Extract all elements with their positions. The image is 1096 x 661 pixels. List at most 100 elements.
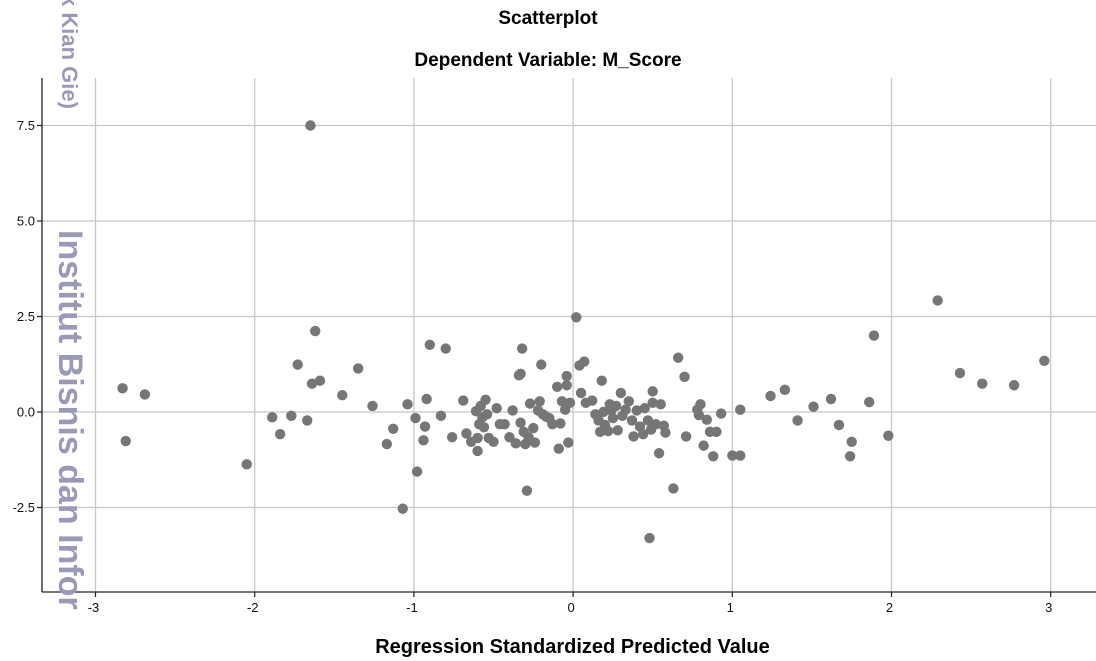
scatter-point — [388, 423, 399, 435]
scatter-point — [610, 400, 622, 412]
scatter-point — [309, 325, 321, 337]
scatter-point — [274, 428, 286, 440]
x-axis-label: Regression Standardized Predicted Value — [375, 636, 770, 658]
scatter-point — [765, 390, 776, 402]
scatter-point — [680, 431, 692, 442]
scatter-point — [421, 393, 432, 405]
x-tick-label: 2 — [886, 600, 893, 615]
chart-title: Scatterplot — [498, 8, 598, 29]
scatter-point — [397, 503, 408, 514]
scatter-point — [515, 417, 526, 428]
scatter-point — [642, 415, 654, 426]
scatter-point — [596, 375, 607, 386]
scatter-point — [418, 435, 429, 446]
scatter-point — [932, 295, 943, 306]
scatter-point — [628, 431, 639, 442]
scatter-point — [623, 396, 635, 407]
scatter-point — [491, 402, 502, 414]
scatter-point — [510, 438, 521, 449]
scatter-point — [419, 421, 431, 432]
scatter-point — [644, 532, 655, 544]
scatter-point — [529, 437, 541, 448]
scatter-point — [639, 402, 650, 414]
scatter-point — [561, 380, 572, 391]
scatter-point — [954, 367, 966, 379]
scatter-point — [314, 375, 326, 386]
scatter-point — [668, 483, 679, 494]
scatter-point — [435, 410, 447, 422]
scatter-point — [488, 436, 499, 447]
scatter-point — [440, 343, 451, 354]
scatter-point — [655, 399, 666, 410]
scatter-point — [620, 404, 631, 415]
data-points — [117, 120, 1050, 544]
scatter-point — [553, 443, 564, 454]
scatter-point — [693, 409, 705, 421]
scatter-point — [555, 418, 566, 429]
scatter-point — [711, 426, 722, 438]
scatter-point — [660, 427, 671, 438]
scatter-point — [977, 378, 988, 389]
x-tick-label: -2 — [247, 600, 259, 615]
scatter-point — [306, 378, 318, 389]
scatter-point — [478, 422, 490, 433]
scatter-point — [727, 450, 738, 461]
y-tick-label: 5.0 — [17, 214, 35, 229]
scatter-point — [120, 435, 131, 447]
scatter-point — [701, 414, 713, 425]
x-tick-label: -1 — [406, 600, 418, 615]
scatter-point — [381, 438, 393, 450]
scatter-point — [735, 404, 746, 415]
scatter-point — [607, 412, 619, 424]
scatter-point — [528, 422, 539, 434]
scatter-point — [833, 419, 845, 431]
scatter-point — [844, 451, 856, 462]
scatter-point — [410, 412, 421, 424]
scatter-point — [352, 363, 364, 374]
scatter-point — [117, 383, 128, 394]
scatter-point — [631, 405, 642, 416]
scatter-point — [481, 409, 493, 420]
scatter-point — [515, 368, 526, 379]
scatter-point — [367, 400, 378, 412]
scatter-point — [480, 394, 491, 405]
scatter-point — [337, 389, 348, 401]
scatter-point — [679, 371, 690, 383]
scatter-point — [524, 398, 536, 409]
scatter-point — [499, 419, 510, 430]
scatter-point — [883, 430, 894, 441]
scatter-point — [561, 370, 572, 382]
scatter-point — [615, 387, 627, 399]
scatter-point — [402, 399, 413, 410]
scatter-point — [715, 408, 727, 419]
scatter-point — [707, 451, 719, 462]
y-tick-label: 2.5 — [17, 309, 35, 324]
scatter-point — [424, 339, 436, 350]
scatter-point — [695, 399, 706, 410]
scatter-point — [846, 436, 857, 447]
scatter-point — [647, 397, 658, 409]
scatter-point — [551, 381, 563, 392]
scatter-point — [472, 445, 483, 457]
scatter-point — [534, 396, 545, 407]
scatter-point — [637, 428, 649, 440]
scatter-point — [446, 432, 458, 443]
scatter-point — [602, 425, 614, 437]
scatter-point — [672, 352, 684, 363]
scatter-point — [571, 312, 582, 323]
scatter-point — [461, 428, 472, 439]
watermark-text-top: k Kian Gie) — [57, 0, 82, 109]
x-tick-label: 1 — [727, 600, 734, 615]
watermark-text-main: Institut Bisnis dan Infor — [51, 230, 89, 610]
scatter-point — [575, 387, 587, 399]
scatter-point — [650, 419, 662, 430]
scatter-point — [472, 432, 483, 444]
y-tick-label: 0.0 — [17, 405, 35, 420]
scatter-point — [698, 440, 709, 451]
scatter-point — [868, 330, 880, 341]
x-tick-label: 0 — [567, 600, 574, 615]
scatter-point — [1008, 380, 1020, 391]
axes — [37, 78, 1096, 597]
scatter-point — [864, 396, 875, 408]
